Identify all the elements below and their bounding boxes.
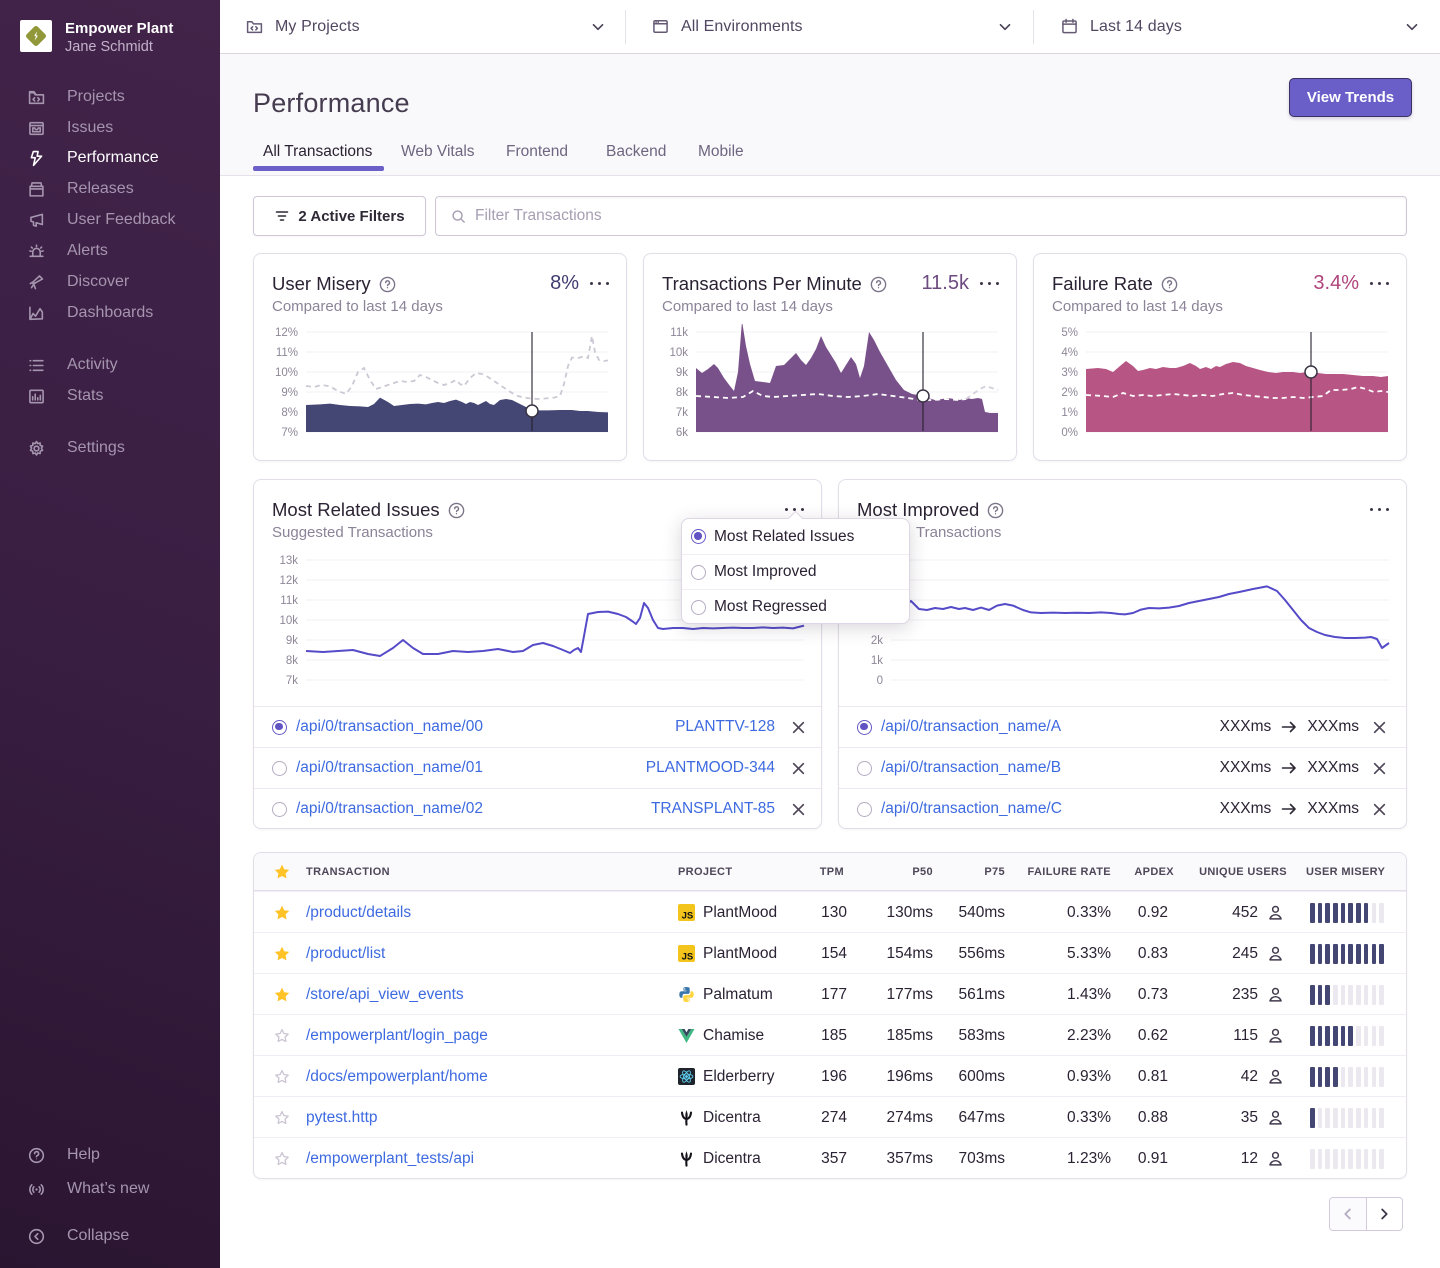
- svg-text:9%: 9%: [281, 387, 298, 399]
- svg-text:4%: 4%: [1061, 347, 1078, 359]
- svg-text:JS: JS: [682, 911, 694, 922]
- svg-text:6k: 6k: [676, 427, 688, 439]
- svg-text:9k: 9k: [286, 635, 298, 647]
- svg-text:8k: 8k: [286, 655, 298, 667]
- svg-text:8k: 8k: [676, 387, 688, 399]
- svg-text:JS: JS: [682, 952, 694, 963]
- svg-text:1k: 1k: [871, 655, 883, 667]
- svg-text:13k: 13k: [279, 555, 298, 567]
- svg-text:3%: 3%: [1061, 367, 1078, 379]
- svg-text:12k: 12k: [279, 575, 298, 587]
- svg-text:7k: 7k: [286, 675, 298, 687]
- svg-text:7k: 7k: [676, 407, 688, 419]
- svg-text:7%: 7%: [281, 427, 298, 439]
- svg-text:2k: 2k: [871, 635, 883, 647]
- svg-text:0%: 0%: [1061, 427, 1078, 439]
- svg-text:9k: 9k: [676, 367, 688, 379]
- svg-text:5%: 5%: [1061, 327, 1078, 339]
- svg-text:0: 0: [877, 675, 883, 687]
- svg-text:11k: 11k: [280, 595, 298, 607]
- svg-text:10k: 10k: [279, 615, 298, 627]
- svg-text:8%: 8%: [281, 407, 298, 419]
- svg-text:2%: 2%: [1061, 387, 1078, 399]
- svg-text:11%: 11%: [276, 347, 298, 359]
- svg-text:11k: 11k: [670, 327, 688, 339]
- svg-text:10%: 10%: [275, 367, 298, 379]
- svg-text:12%: 12%: [275, 327, 298, 339]
- svg-text:10k: 10k: [669, 347, 688, 359]
- svg-text:1%: 1%: [1061, 407, 1078, 419]
